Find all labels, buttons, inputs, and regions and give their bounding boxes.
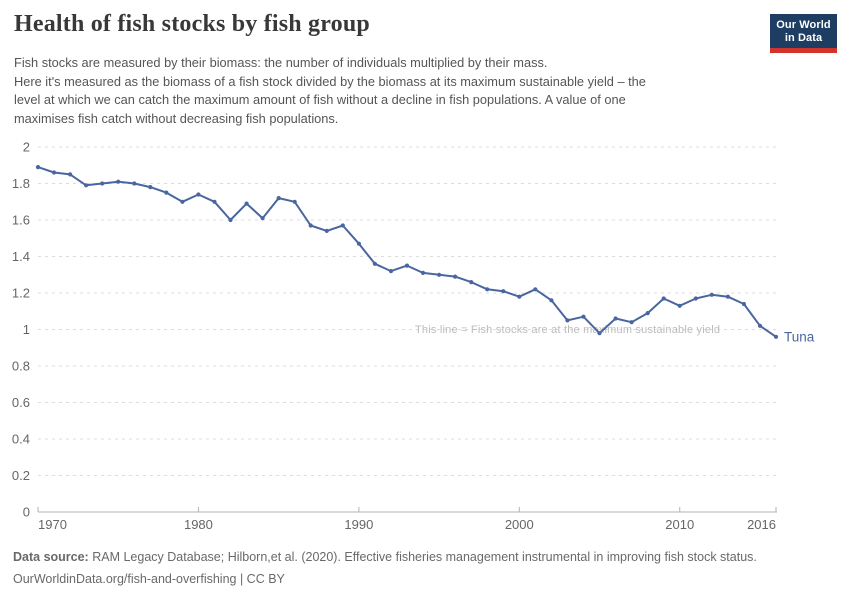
tuna-point-1981[interactable] bbox=[212, 199, 217, 204]
tuna-point-2003[interactable] bbox=[565, 318, 570, 323]
tuna-point-2012[interactable] bbox=[709, 292, 714, 297]
x-tick-label-1970: 1970 bbox=[38, 517, 67, 532]
chart-footer: Data source: RAM Legacy Database; Hilbor… bbox=[13, 547, 833, 590]
tuna-point-1975[interactable] bbox=[116, 179, 121, 184]
tuna-point-1987[interactable] bbox=[308, 223, 313, 228]
chart-subtitle: Fish stocks are measured by their biomas… bbox=[14, 55, 646, 126]
tuna-point-1982[interactable] bbox=[228, 217, 233, 223]
tuna-point-2000[interactable] bbox=[517, 294, 522, 299]
x-tick-label-2000: 2000 bbox=[505, 517, 534, 532]
tuna-point-1994[interactable] bbox=[420, 270, 426, 275]
tuna-point-2014[interactable] bbox=[741, 301, 747, 307]
msy-annotation: This line = Fish stocks are at the maxim… bbox=[415, 324, 720, 336]
x-tick-label-1980: 1980 bbox=[184, 517, 213, 532]
tuna-point-2004[interactable] bbox=[581, 314, 586, 319]
tuna-point-1999[interactable] bbox=[501, 289, 506, 294]
tuna-point-1974[interactable] bbox=[100, 181, 105, 186]
tuna-point-1976[interactable] bbox=[132, 181, 137, 186]
y-tick-label-0.4: 0.4 bbox=[12, 432, 30, 447]
license-line: OurWorldinData.org/fish-and-overfishing … bbox=[13, 571, 285, 586]
tuna-point-2010[interactable] bbox=[677, 303, 682, 308]
y-tick-label-0.6: 0.6 bbox=[12, 395, 30, 410]
tuna-point-1996[interactable] bbox=[453, 274, 458, 279]
owid-logo-line2: in Data bbox=[784, 31, 823, 44]
x-tick-label-2010: 2010 bbox=[665, 517, 694, 532]
y-tick-label-2: 2 bbox=[23, 140, 30, 155]
tuna-point-2015[interactable] bbox=[757, 323, 763, 328]
tuna-point-1998[interactable] bbox=[485, 287, 490, 292]
tuna-point-1977[interactable] bbox=[148, 185, 153, 190]
tuna-point-1971[interactable] bbox=[51, 170, 57, 175]
tuna-point-2002[interactable] bbox=[549, 298, 554, 303]
owid-logo[interactable]: Our World in Data bbox=[770, 14, 837, 53]
y-tick-label-0: 0 bbox=[23, 505, 30, 520]
tuna-point-1995[interactable] bbox=[437, 272, 442, 277]
data-source-line: Data source: RAM Legacy Database; Hilbor… bbox=[13, 547, 833, 569]
x-tick-label-1990: 1990 bbox=[344, 517, 373, 532]
data-source-label: Data source: bbox=[13, 550, 89, 564]
tuna-point-2009[interactable] bbox=[661, 296, 666, 301]
tuna-point-1980[interactable] bbox=[196, 192, 201, 197]
tuna-point-1992[interactable] bbox=[388, 269, 394, 274]
tuna-point-1985[interactable] bbox=[276, 196, 281, 201]
tuna-point-2006[interactable] bbox=[613, 316, 618, 321]
tuna-point-1991[interactable] bbox=[372, 261, 377, 266]
y-tick-label-0.8: 0.8 bbox=[12, 359, 30, 374]
tuna-point-1986[interactable] bbox=[292, 199, 297, 204]
y-tick-label-1: 1 bbox=[23, 322, 30, 337]
tuna-point-1988[interactable] bbox=[324, 228, 329, 233]
data-source-text: RAM Legacy Database; Hilborn,et al. (202… bbox=[88, 550, 757, 564]
tuna-point-2016[interactable] bbox=[773, 334, 779, 339]
x-tick-label-2016: 2016 bbox=[747, 517, 776, 532]
tuna-point-2008[interactable] bbox=[645, 311, 650, 316]
tuna-point-1989[interactable] bbox=[340, 223, 345, 228]
tuna-point-1997[interactable] bbox=[469, 280, 474, 285]
tuna-point-1970[interactable] bbox=[35, 165, 41, 170]
y-tick-label-1.2: 1.2 bbox=[12, 286, 30, 301]
tuna-point-1990[interactable] bbox=[356, 241, 361, 246]
tuna-point-1984[interactable] bbox=[260, 216, 265, 221]
tuna-point-2005[interactable] bbox=[597, 331, 602, 336]
tuna-point-2013[interactable] bbox=[725, 294, 731, 299]
tuna-point-2001[interactable] bbox=[533, 287, 538, 292]
tuna-point-1983[interactable] bbox=[244, 201, 249, 206]
tuna-series-label: Tuna bbox=[784, 329, 815, 344]
tuna-point-2007[interactable] bbox=[629, 320, 634, 325]
line-chart-canvas[interactable]: 0 0.2 0.4 0.6 0.8 1 1.2 1.4 1.6 1.8 2 1970 1980 1990 2… bbox=[0, 140, 850, 540]
y-tick-label-1.6: 1.6 bbox=[12, 213, 30, 228]
tuna-point-1993[interactable] bbox=[404, 263, 410, 268]
tuna-point-1972[interactable] bbox=[68, 172, 73, 177]
y-tick-label-1.4: 1.4 bbox=[12, 249, 30, 264]
y-tick-label-0.2: 0.2 bbox=[12, 468, 30, 483]
tuna-line[interactable] bbox=[37, 166, 777, 338]
tuna-point-1973[interactable] bbox=[84, 183, 89, 188]
tuna-point-1978[interactable] bbox=[164, 190, 169, 195]
y-tick-label-1.8: 1.8 bbox=[12, 176, 30, 191]
page-title: Health of fish stocks by fish group bbox=[14, 11, 370, 37]
owid-logo-line1: Our World bbox=[776, 19, 831, 31]
tuna-point-1979[interactable] bbox=[180, 199, 185, 204]
tuna-point-2011[interactable] bbox=[693, 296, 698, 301]
